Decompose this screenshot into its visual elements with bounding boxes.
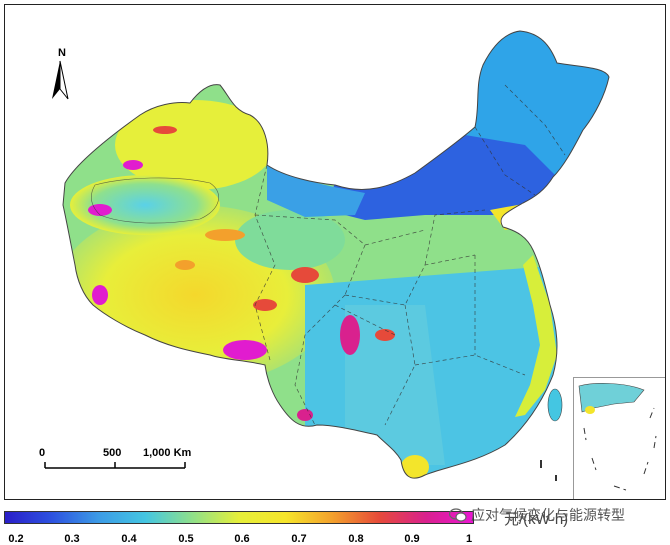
legend-tick: 0.4 [121,533,137,545]
scale-label-1000: 1,000 Km [143,447,192,459]
legend-tick: 0.7 [291,533,307,545]
legend-tick: 1 [465,533,473,545]
watermark: 应对气候变化与能源转型 [449,505,625,525]
legend-tick: 0.3 [64,533,80,545]
south-china-sea-inset [573,377,665,499]
scale-label-0: 0 [39,447,46,459]
scale-bar [44,462,186,469]
legend-tick: 0.6 [234,533,250,545]
watermark-text: 应对气候变化与能源转型 [471,507,625,523]
map-frame: N 0 500 1,000 Km [4,4,666,500]
wechat-icon [449,508,467,522]
legend-tick: 0.9 [404,533,420,545]
unit-label: 元/(kW·h) [504,511,569,528]
color-legend: 0.2 0.3 0.4 0.5 0.6 0.7 0.8 0.9 1 [0,507,670,545]
north-arrow-icon [52,60,69,100]
china-map [62,30,610,481]
legend-color-bar [4,511,474,524]
legend-tick: 0.8 [348,533,364,545]
north-label: N [58,47,66,59]
legend-tick: 0.5 [178,533,194,545]
legend-tick: 0.2 [8,533,24,545]
scale-label-500: 500 [103,447,122,459]
